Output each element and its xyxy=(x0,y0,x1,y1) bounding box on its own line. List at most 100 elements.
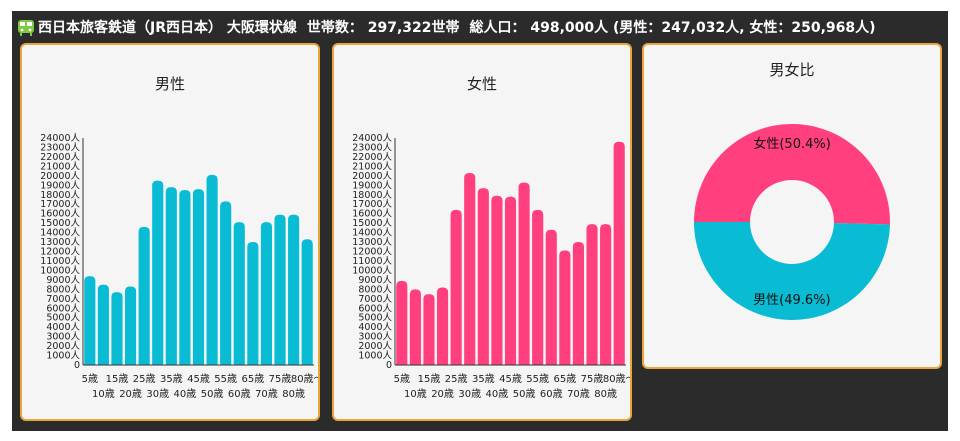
bar xyxy=(464,172,476,365)
bar xyxy=(192,189,205,365)
y-tick-label: 14000人 xyxy=(352,228,392,239)
y-tick-label: 20000人 xyxy=(352,171,392,182)
female-bar-chart: 01000人2000人3000人4000人5000人6000人7000人8000… xyxy=(352,133,630,400)
x-tick-label: 30歳 xyxy=(146,388,169,400)
y-tick-label: 14000人 xyxy=(40,228,80,239)
y-tick-label: 19000人 xyxy=(352,180,392,191)
y-tick-label: 16000人 xyxy=(352,209,392,220)
x-tick-label: 20歳 xyxy=(119,388,142,400)
y-tick-label: 2000人 xyxy=(46,341,80,352)
x-tick-label: 25歳 xyxy=(133,373,156,385)
x-tick-label: 10歳 xyxy=(404,388,427,400)
bar xyxy=(260,222,273,365)
x-tick-label: 15歳 xyxy=(418,373,441,385)
y-tick-label: 6000人 xyxy=(358,303,392,314)
y-tick-label: 4000人 xyxy=(46,322,80,333)
gender-ratio-title: 男女比 xyxy=(769,61,815,79)
x-tick-label: 35歳 xyxy=(472,373,495,385)
gender-ratio-donut: 女性(50.4%) 男性(49.6%) xyxy=(694,123,890,320)
y-tick-label: 7000人 xyxy=(358,294,392,305)
y-tick-label: 23000人 xyxy=(40,142,80,153)
x-tick-label: 25歳 xyxy=(445,373,468,385)
x-tick-label: 30歳 xyxy=(458,388,481,400)
households-count: 世帯数： 297,322世帯 xyxy=(306,20,460,36)
x-tick-label: 65歳 xyxy=(241,373,264,385)
bar xyxy=(233,222,245,365)
x-tick-label: 50歳 xyxy=(201,388,224,400)
female-chart-panel: 女性 0 1000人 2000人 3000人 4000人 5000人 6000人 7000人 8… xyxy=(332,43,632,421)
y-tick-label: 22000人 xyxy=(352,152,392,163)
bar xyxy=(450,209,462,365)
y-tick-label: 0 xyxy=(74,360,80,371)
y-tick-label: 0 xyxy=(386,360,392,371)
bar xyxy=(518,182,530,365)
bar xyxy=(600,224,612,365)
x-tick-label: 80歳～ xyxy=(603,373,630,385)
y-tick-label: 17000人 xyxy=(352,199,392,210)
bar xyxy=(97,284,109,365)
bar xyxy=(247,242,259,365)
bar xyxy=(124,286,137,365)
y-tick-label: 11000人 xyxy=(352,256,392,267)
bar xyxy=(477,188,489,365)
gender-ratio-panel: 男女比 女性(50.4%) 男性(49.6%) xyxy=(642,43,942,369)
y-tick-label: 13000人 xyxy=(352,237,392,248)
x-tick-label: 45歳 xyxy=(499,373,522,385)
y-tick-label: 3000人 xyxy=(46,332,80,343)
y-tick-label: 17000人 xyxy=(40,199,80,210)
y-tick-label: 19000人 xyxy=(40,180,80,191)
x-tick-label: 40歳 xyxy=(486,388,509,400)
bar xyxy=(559,250,571,365)
y-tick-label: 9000人 xyxy=(46,275,80,286)
bar xyxy=(111,292,123,365)
male-chart-panel: 男性 0 1000人 2000人 3000人 4000人 5000人 6000人 7000人 8… xyxy=(20,43,320,421)
bar xyxy=(491,195,503,365)
y-tick-label: 24000人 xyxy=(352,133,392,144)
y-tick-label: 24000人 xyxy=(40,133,80,144)
x-tick-label: 80歳 xyxy=(594,388,617,400)
y-tick-label: 18000人 xyxy=(40,190,80,201)
x-tick-label: 60歳 xyxy=(228,388,251,400)
y-tick-label: 2000人 xyxy=(358,341,392,352)
x-tick-label: 5歳 xyxy=(82,373,98,385)
bar xyxy=(572,242,585,365)
bar xyxy=(545,229,557,365)
y-tick-label: 13000人 xyxy=(40,237,80,248)
y-tick-label: 16000人 xyxy=(40,209,80,220)
bar xyxy=(179,190,191,365)
line-title: 西日本旅客鉄道（JR西日本） 大阪環状線 xyxy=(38,20,297,36)
bar xyxy=(274,214,286,365)
y-tick-label: 9000人 xyxy=(358,275,392,286)
x-tick-label: 80歳～ xyxy=(291,373,318,385)
x-tick-label: 75歳 xyxy=(581,373,604,385)
y-tick-label: 8000人 xyxy=(358,284,392,295)
y-tick-label: 20000人 xyxy=(40,171,80,182)
y-tick-label: 12000人 xyxy=(352,247,392,258)
bar xyxy=(138,226,150,365)
header-bar: 西日本旅客鉄道（JR西日本） 大阪環状線 世帯数： 297,322世帯 総人口：… xyxy=(12,11,948,43)
y-tick-label: 3000人 xyxy=(358,332,392,343)
y-tick-label: 21000人 xyxy=(352,161,392,172)
x-tick-label: 55歳 xyxy=(214,373,237,385)
bar xyxy=(436,287,449,365)
bar xyxy=(423,294,435,365)
y-tick-label: 10000人 xyxy=(352,265,392,276)
x-tick-label: 15歳 xyxy=(106,373,129,385)
y-tick-label: 4000人 xyxy=(358,322,392,333)
x-tick-label: 10歳 xyxy=(92,388,115,400)
x-tick-label: 35歳 xyxy=(160,373,183,385)
x-tick-label: 40歳 xyxy=(174,388,197,400)
male-bar-chart: 01000人2000人3000人4000人5000人6000人7000人8000… xyxy=(40,133,318,400)
bar xyxy=(532,209,544,365)
y-tick-label: 18000人 xyxy=(352,190,392,201)
x-tick-label: 70歳 xyxy=(567,388,590,400)
male-chart-title: 男性 xyxy=(154,75,185,93)
x-tick-label: 55歳 xyxy=(526,373,549,385)
x-tick-label: 5歳 xyxy=(394,373,410,385)
bar xyxy=(396,280,408,365)
y-tick-label: 12000人 xyxy=(40,247,80,258)
train-icon xyxy=(18,20,34,36)
y-tick-label: 7000人 xyxy=(46,294,80,305)
bar xyxy=(409,289,421,365)
pie-slice-label: 女性(50.4%) xyxy=(753,136,830,152)
